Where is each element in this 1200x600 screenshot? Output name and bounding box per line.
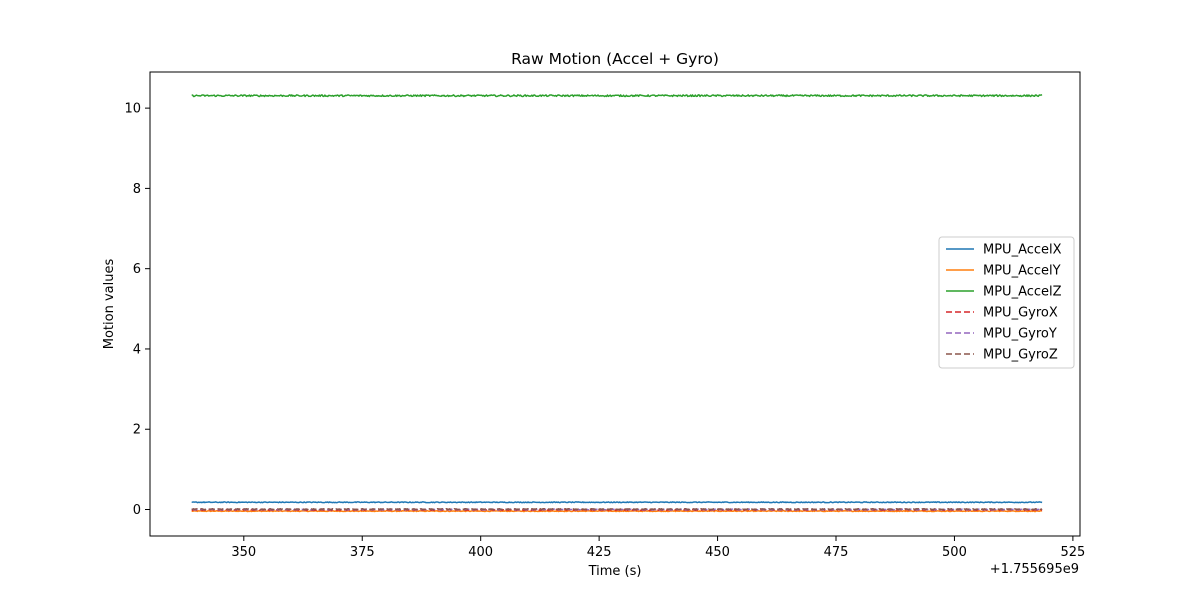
plot-frame — [149, 71, 1081, 537]
x-axis: 350 375 400 425 450 475 500 525 — [231, 536, 1085, 560]
x-tick-label: 350 — [231, 545, 256, 560]
legend-label: MPU_AccelY — [983, 264, 1061, 279]
legend-label: MPU_AccelZ — [983, 285, 1062, 300]
plot-area — [150, 72, 1080, 536]
series-line-MPU_AccelY — [191, 509, 1043, 513]
x-tick-label: 525 — [1060, 545, 1085, 560]
x-tick-label: 375 — [350, 545, 375, 560]
y-tick-label: 2 — [133, 423, 141, 438]
x-tick-label: 425 — [587, 545, 612, 560]
x-axis-label: Time (s) — [588, 564, 642, 579]
x-tick-label: 500 — [942, 545, 967, 560]
series-line-MPU_AccelZ — [191, 94, 1043, 98]
y-tick-label: 4 — [133, 342, 141, 357]
y-tick-label: 8 — [133, 182, 141, 197]
chart-title: Raw Motion (Accel + Gyro) — [511, 50, 719, 68]
legend-label: MPU_GyroZ — [983, 348, 1058, 363]
x-tick-label: 450 — [705, 545, 730, 560]
series-line-MPU_GyroZ — [191, 507, 1043, 511]
x-tick-label: 475 — [824, 545, 849, 560]
x-tick-label: 400 — [468, 545, 493, 560]
legend: MPU_AccelX MPU_AccelY MPU_AccelZ MPU_GyroX M… — [938, 236, 1075, 369]
series-layer — [191, 94, 1043, 513]
legend-label: MPU_GyroY — [983, 327, 1057, 342]
y-tick-label: 6 — [133, 262, 141, 277]
y-tick-label: 10 — [124, 102, 141, 117]
x-axis-offset: +1.755695e9 — [990, 562, 1079, 577]
legend-label: MPU_AccelX — [983, 243, 1062, 258]
y-axis: 0 2 4 6 8 10 — [124, 102, 150, 518]
y-tick-label: 0 — [133, 503, 141, 518]
legend-label: MPU_GyroX — [983, 306, 1058, 321]
series-line-MPU_AccelX — [191, 501, 1043, 504]
y-axis-label: Motion values — [102, 259, 117, 350]
